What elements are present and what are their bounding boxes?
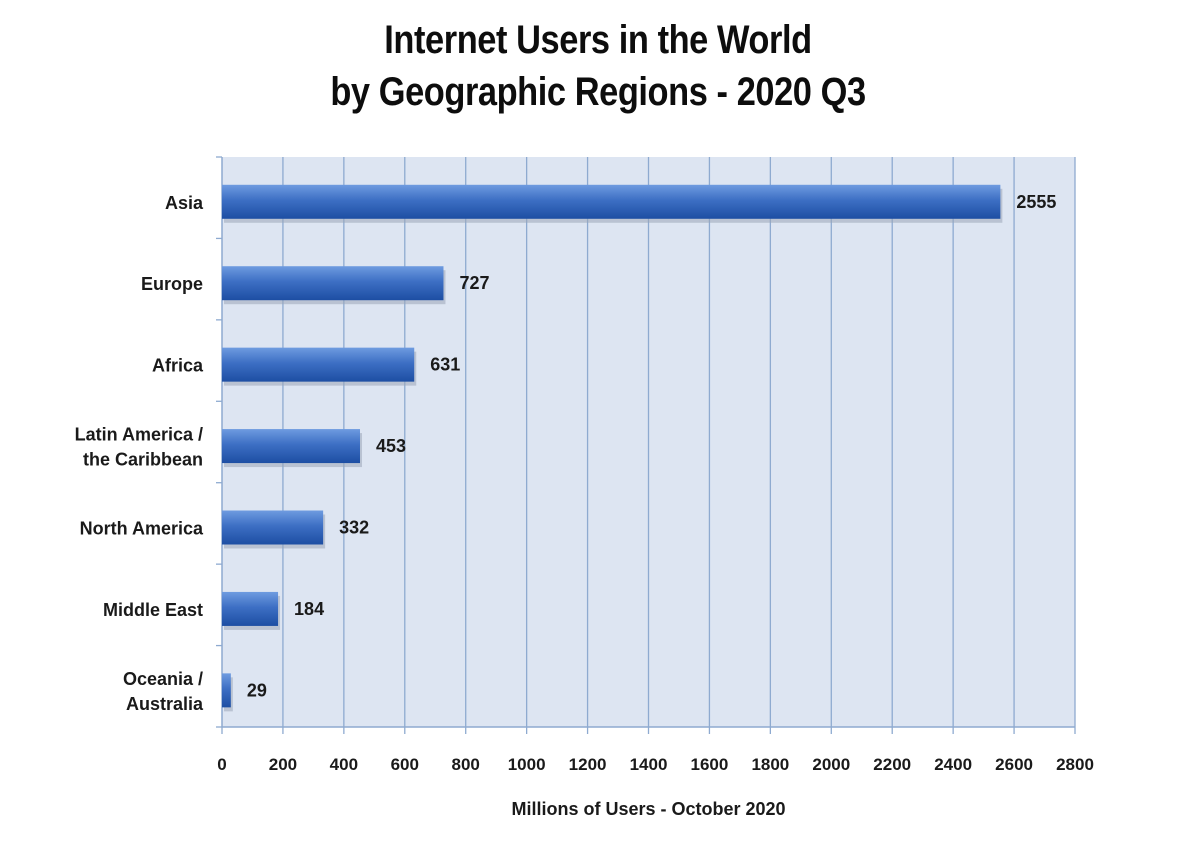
bar [222, 429, 361, 464]
x-tick-label: 2800 [1056, 755, 1094, 774]
x-tick-label: 0 [217, 755, 226, 774]
category-label: Africa [152, 356, 204, 376]
x-tick-label: 800 [452, 755, 480, 774]
x-tick-label: 1400 [630, 755, 668, 774]
x-tick-label: 2000 [812, 755, 850, 774]
x-tick-label: 2400 [934, 755, 972, 774]
bar [222, 673, 231, 708]
x-tick-label: 1800 [751, 755, 789, 774]
category-label: the Caribbean [83, 450, 203, 470]
x-tick-label: 1000 [508, 755, 546, 774]
category-label: Middle East [103, 600, 203, 620]
bar-value-label: 29 [247, 680, 267, 700]
bar-value-label: 631 [430, 355, 460, 375]
bar [222, 347, 415, 382]
category-label: North America [80, 519, 204, 539]
category-label: Latin America / [75, 425, 203, 445]
x-tick-label: 2600 [995, 755, 1033, 774]
chart-title-line-2: by Geographic Regions - 2020 Q3 [330, 70, 866, 114]
bar-value-label: 2555 [1016, 192, 1056, 212]
bar-value-label: 332 [339, 518, 369, 538]
x-tick-label: 2200 [873, 755, 911, 774]
category-label: Australia [126, 694, 204, 714]
x-tick-label: 400 [330, 755, 358, 774]
bar-value-label: 184 [294, 599, 324, 619]
category-label: Europe [141, 274, 203, 294]
category-label: Oceania / [123, 669, 203, 689]
category-label: Asia [165, 193, 204, 213]
bar-value-label: 453 [376, 436, 406, 456]
x-tick-label: 1200 [569, 755, 607, 774]
chart-title: Internet Users in the World by Geographi… [0, 14, 1196, 118]
bar [222, 184, 1001, 219]
bar [222, 510, 324, 545]
bar [222, 591, 279, 626]
x-tick-label: 1600 [691, 755, 729, 774]
x-axis-title: Millions of Users - October 2020 [511, 799, 785, 819]
x-tick-label: 200 [269, 755, 297, 774]
x-tick-label: 600 [391, 755, 419, 774]
chart-title-line-1: Internet Users in the World [384, 18, 812, 62]
bar [222, 266, 444, 301]
bar-value-label: 727 [459, 273, 489, 293]
